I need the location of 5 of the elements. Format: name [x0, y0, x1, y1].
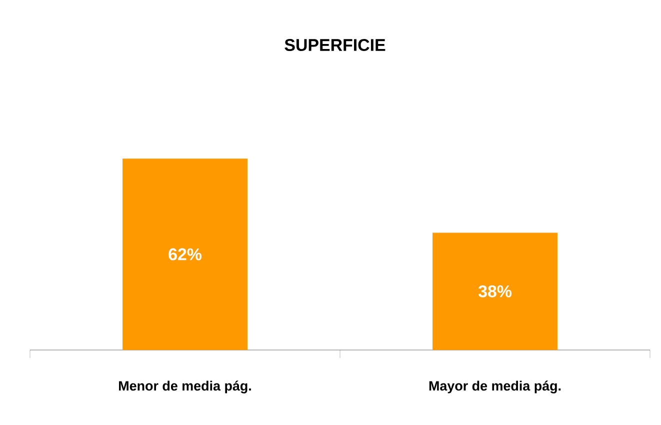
- x-tick-label: Mayor de media pág.: [429, 380, 561, 394]
- data-label: 62%: [168, 248, 202, 260]
- chart-title: SUPERFICIE: [284, 39, 386, 51]
- x-tick-label: Menor de media pág.: [119, 380, 251, 394]
- data-label: 38%: [478, 285, 512, 298]
